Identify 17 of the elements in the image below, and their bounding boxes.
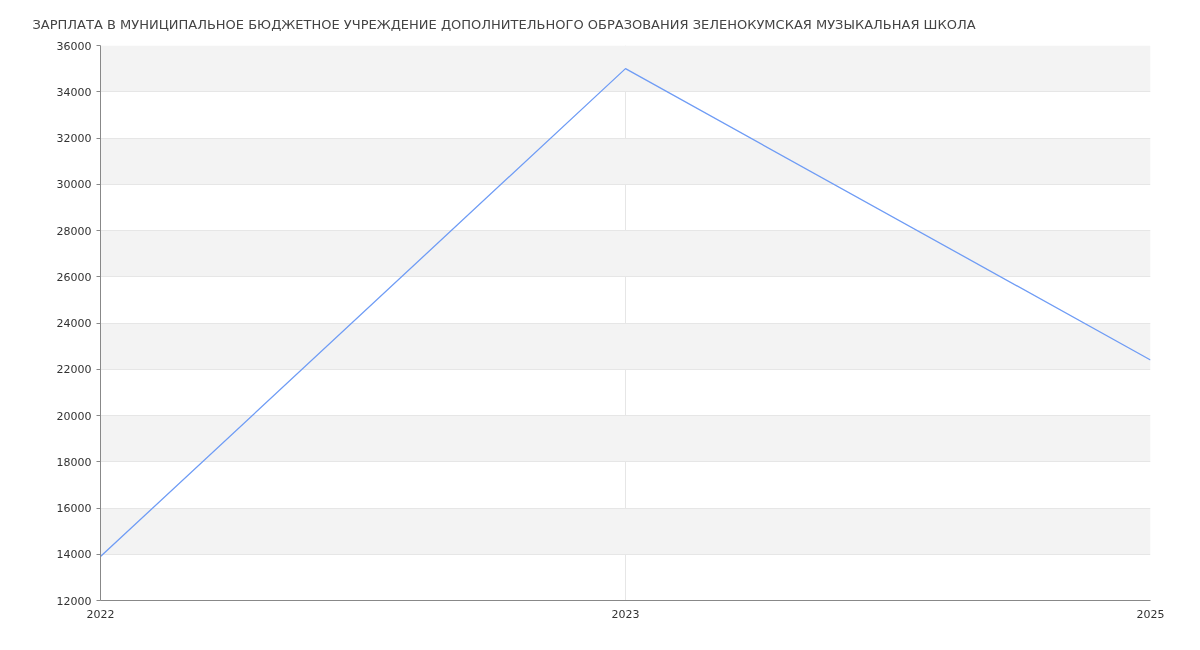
- y-tick-label: 16000: [56, 502, 92, 515]
- y-tick-label: 14000: [56, 548, 92, 562]
- y-tick-label: 28000: [56, 224, 92, 238]
- y-tick-label: 18000: [56, 455, 92, 469]
- x-tick-label: 2025: [1136, 607, 1165, 621]
- x-tick-label: 2023: [611, 607, 640, 621]
- y-tick-label: 12000: [56, 594, 92, 608]
- x-tick-label: 2022: [86, 607, 115, 621]
- y-tick-label: 20000: [56, 409, 92, 423]
- y-tick-label: 22000: [56, 363, 92, 377]
- y-tick-label: 30000: [56, 178, 92, 192]
- y-tick-label: 34000: [56, 85, 92, 99]
- y-tick-label: 32000: [56, 132, 92, 145]
- y-tick-label: 36000: [56, 39, 92, 53]
- y-tick-label: 26000: [56, 270, 92, 284]
- y-tick-label: 24000: [56, 317, 92, 330]
- chart-title: ЗАРПЛАТА В МУНИЦИПАЛЬНОЕ БЮДЖЕТНОЕ УЧРЕЖДЕНИЕ ДОПОЛНИТЕЛЬНОГО ОБРАЗОВАНИЯ ЗЕЛЕНОКУМСКАЯ МУЗЫКАЛЬНАЯ ШКОЛА: [32, 16, 976, 32]
